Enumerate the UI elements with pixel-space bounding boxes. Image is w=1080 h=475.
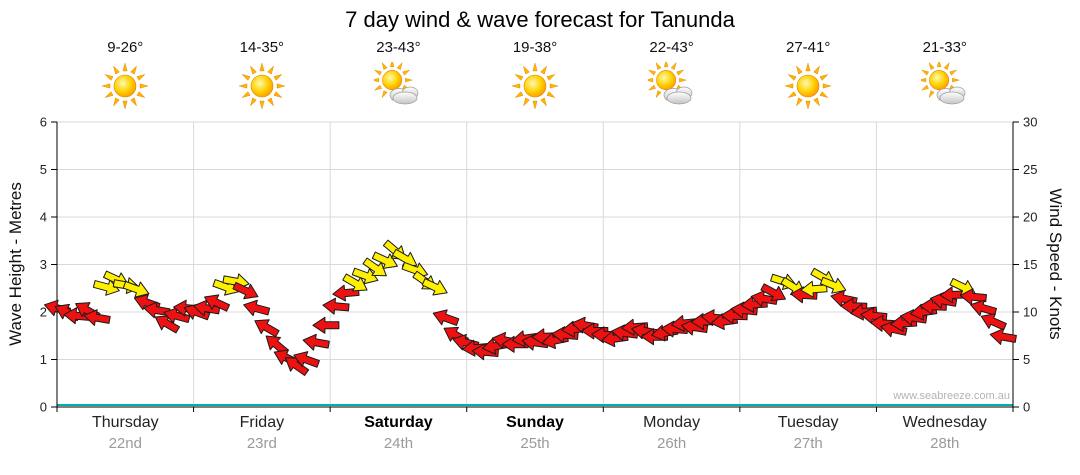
day-header: 27-41°: [740, 38, 877, 118]
day-date: 25th: [520, 435, 550, 452]
svg-text:6: 6: [40, 115, 47, 130]
day-label: Tuesday 27th: [740, 414, 877, 452]
day-label: Monday 26th: [603, 414, 740, 452]
svg-text:15: 15: [1023, 257, 1037, 272]
temperature-range: 14-35°: [239, 39, 285, 56]
svg-text:2: 2: [40, 305, 47, 320]
temperature-range: 9-26°: [107, 39, 144, 56]
day-date: 26th: [657, 435, 687, 452]
day-name: Sunday: [506, 414, 564, 431]
watermark: www.seabreeze.com.au: [893, 390, 1010, 402]
day-header: 19-38°: [467, 38, 604, 118]
temperature-range: 21-33°: [922, 39, 967, 56]
day-date: 22nd: [108, 435, 142, 452]
svg-text:3: 3: [40, 257, 47, 272]
svg-text:30: 30: [1023, 115, 1037, 130]
day-date: 23rd: [246, 435, 277, 452]
svg-text:0: 0: [1023, 400, 1030, 415]
temperature-range: 22-43°: [649, 39, 694, 56]
svg-text:0: 0: [40, 400, 47, 415]
temperature-range: 23-43°: [376, 39, 421, 56]
temperature-range: 27-41°: [785, 39, 831, 56]
right-axis-label: Wind Speed - Knots: [1046, 188, 1065, 340]
day-header: 9-26°: [57, 38, 194, 118]
day-label: Friday 23rd: [194, 414, 331, 452]
day-date: 28th: [930, 435, 960, 452]
day-label: Sunday 25th: [467, 414, 604, 452]
svg-text:1: 1: [40, 352, 47, 367]
sun-cloud-icon: [917, 59, 969, 110]
x-axis-day-labels: Thursday 22nd Friday 23rd Saturday 24th …: [57, 414, 1013, 452]
day-header: 22-43°: [603, 38, 740, 118]
sun-icon: [784, 62, 832, 110]
day-name: Wednesday: [902, 414, 987, 431]
day-name: Saturday: [364, 414, 433, 431]
sun-cloud-icon: [371, 59, 422, 110]
day-name: Monday: [643, 414, 701, 431]
left-axis-label: Wave Height - Metres: [6, 182, 25, 346]
day-header: 23-43°: [330, 38, 467, 118]
day-name: Tuesday: [777, 414, 839, 431]
svg-text:10: 10: [1023, 305, 1037, 320]
sun-icon: [238, 62, 286, 110]
day-label: Thursday 22nd: [57, 414, 194, 452]
day-label: Saturday 24th: [330, 414, 467, 452]
day-headers: 9-26° 14-35°: [57, 38, 1013, 118]
day-header: 21-33°: [876, 38, 1013, 118]
day-header: 14-35°: [194, 38, 331, 118]
sun-icon: [511, 62, 559, 110]
day-label: Wednesday 28th: [876, 414, 1013, 452]
sun-icon: [101, 62, 150, 110]
day-name: Friday: [239, 414, 285, 431]
svg-text:5: 5: [1023, 352, 1030, 367]
temperature-range: 19-38°: [512, 39, 558, 56]
day-date: 24th: [383, 435, 414, 452]
day-date: 27th: [793, 435, 823, 452]
svg-text:4: 4: [40, 210, 47, 225]
svg-text:25: 25: [1023, 162, 1037, 177]
page-title: 7 day wind & wave forecast for Tanunda: [345, 7, 735, 32]
day-name: Thursday: [91, 414, 159, 431]
svg-text:20: 20: [1023, 210, 1037, 225]
sun-cloud-icon: [644, 59, 696, 110]
svg-text:5: 5: [40, 162, 47, 177]
